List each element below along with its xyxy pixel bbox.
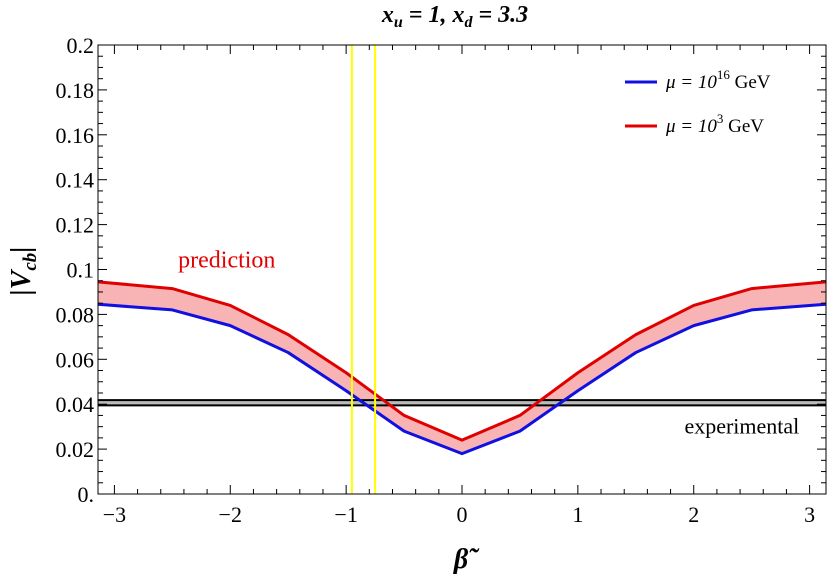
y-tick-label: 0.14	[56, 168, 95, 193]
legend: μ = 1016 GeV μ = 103 GeV	[625, 67, 771, 137]
y-tick-label: 0.12	[56, 213, 95, 238]
x-axis-title: β̃	[453, 544, 480, 575]
plot-area	[97, 45, 827, 494]
y-axis-title: |Vcb|	[6, 247, 41, 296]
legend-label-mu-1e16: μ = 1016 GeV	[665, 67, 771, 93]
y-tick-label: 0.1	[67, 258, 95, 283]
y-tick-label: 0.	[78, 482, 95, 507]
x-tick-label: −3	[103, 502, 126, 527]
y-tick-label: 0.04	[56, 392, 95, 417]
x-tick-label: 0	[457, 502, 468, 527]
x-tick-label: 1	[572, 502, 583, 527]
y-tick-label: 0.18	[56, 78, 95, 103]
y-tick-label: 0.02	[56, 437, 95, 462]
title-x-subscript: u	[394, 14, 403, 31]
prediction-band	[98, 281, 826, 454]
y-tick-label: 0.2	[67, 33, 95, 58]
y-tick-label: 0.08	[56, 302, 95, 327]
experimental-band-fill	[98, 400, 826, 406]
series-line-0	[97, 302, 827, 456]
x-tick-label: −2	[219, 502, 242, 527]
x-tick-label: 3	[804, 502, 815, 527]
y-tick-label: 0.06	[56, 347, 95, 372]
series-line-1	[97, 280, 827, 442]
legend-label-mu-1e3: μ = 103 GeV	[665, 111, 764, 137]
x-tick-label: 2	[688, 502, 699, 527]
annotation-experimental: experimental	[684, 413, 799, 438]
chart-title: xu = 1, xd = 3.3	[381, 2, 528, 31]
annotation-prediction: prediction	[178, 247, 275, 273]
title-d-subscript: d	[464, 14, 473, 31]
y-tick-label: 0.16	[56, 123, 95, 148]
x-tick-label: −1	[334, 502, 357, 527]
axes: −3 −2 −1 0 1 2 3 0. 0.02 0.04 0.06 0.08 0.1 0.12 0.14 0…	[56, 33, 827, 527]
